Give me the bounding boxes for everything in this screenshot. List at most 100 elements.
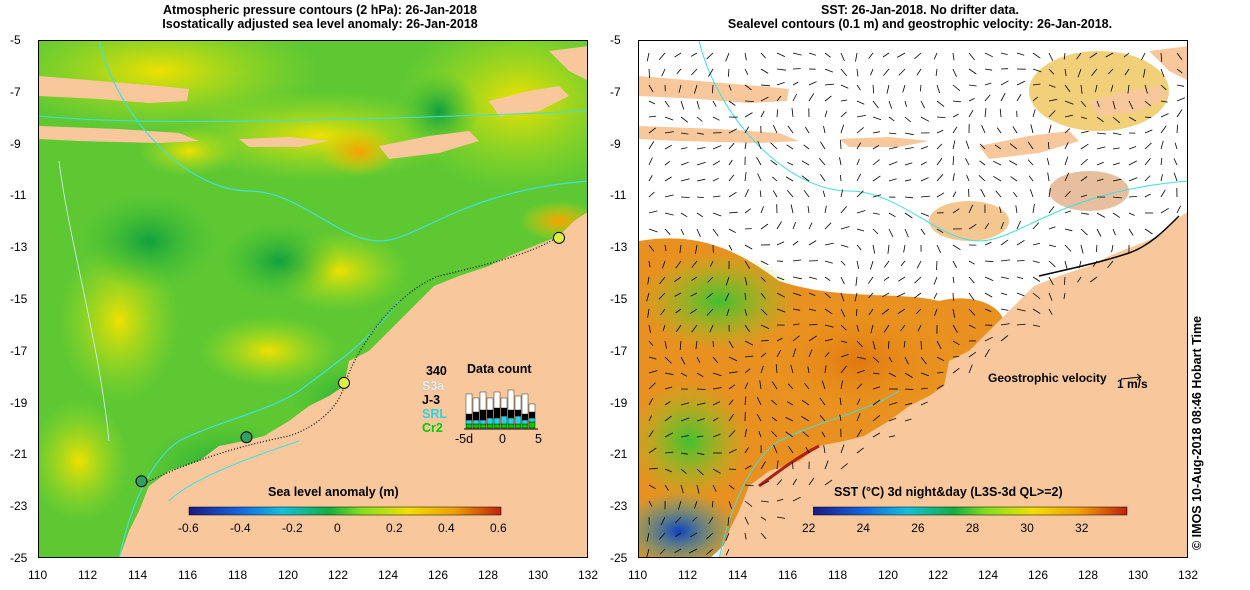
tide-gauge-marker[interactable] bbox=[338, 376, 350, 389]
velocity-arrow bbox=[696, 196, 704, 198]
velocity-arrow bbox=[994, 144, 1002, 150]
velocity-arrow bbox=[648, 127, 657, 134]
velocity-arrow bbox=[904, 388, 914, 390]
velocity-arrow bbox=[883, 276, 890, 281]
velocity-arrow bbox=[819, 174, 826, 182]
velocity-arrow bbox=[758, 431, 762, 438]
velocity-arrow bbox=[711, 500, 714, 508]
velocity-arrow bbox=[648, 430, 654, 438]
velocity-arrow bbox=[674, 52, 682, 58]
velocity-arrow bbox=[840, 226, 850, 230]
mission-label: Cr2 bbox=[422, 421, 443, 435]
velocity-arrow bbox=[696, 147, 706, 150]
velocity-arrow bbox=[744, 260, 751, 269]
velocity-arrow bbox=[690, 292, 698, 297]
velocity-arrow bbox=[936, 157, 943, 166]
velocity-arrow bbox=[727, 516, 730, 526]
velocity-arrow bbox=[744, 172, 747, 182]
velocity-arrow bbox=[824, 308, 833, 315]
left-title-line1: Atmospheric pressure contours (2 hPa): 2… bbox=[163, 3, 477, 17]
velocity-arrow bbox=[952, 113, 959, 118]
velocity-arrow bbox=[1144, 129, 1153, 134]
histogram-bar bbox=[479, 419, 487, 425]
velocity-arrow bbox=[1174, 142, 1178, 150]
velocity-arrow bbox=[696, 132, 704, 135]
velocity-arrow bbox=[824, 242, 834, 246]
velocity-arrow bbox=[934, 308, 938, 317]
velocity-arrow bbox=[1064, 260, 1068, 270]
velocity-arrow bbox=[688, 548, 698, 554]
velocity-arrow bbox=[840, 244, 849, 248]
velocity-arrow bbox=[803, 189, 810, 198]
velocity-arrow bbox=[856, 356, 866, 360]
velocity-arrow bbox=[1144, 84, 1148, 94]
velocity-arrow bbox=[724, 292, 730, 302]
tide-gauge-marker[interactable] bbox=[135, 475, 148, 488]
velocity-arrow bbox=[1160, 84, 1167, 91]
velocity-arrow bbox=[776, 221, 782, 230]
velocity-arrow bbox=[920, 228, 926, 236]
velocity-arrow bbox=[979, 143, 986, 150]
tide-gauge-marker[interactable] bbox=[553, 231, 565, 244]
velocity-arrow bbox=[664, 244, 667, 252]
velocity-arrow bbox=[705, 292, 714, 299]
velocity-arrow bbox=[1032, 242, 1041, 246]
velocity-arrow bbox=[1027, 159, 1034, 166]
velocity-arrow bbox=[1032, 109, 1036, 118]
mission-label: J-3 bbox=[422, 393, 441, 407]
velocity-arrow bbox=[771, 416, 778, 422]
velocity-arrow bbox=[712, 145, 722, 150]
velocity-arrow bbox=[868, 52, 874, 59]
velocity-arrow bbox=[1064, 172, 1070, 182]
velocity-arrow bbox=[965, 140, 970, 150]
velocity-arrow bbox=[886, 84, 890, 94]
velocity-arrow bbox=[756, 157, 762, 166]
velocity-arrow bbox=[855, 52, 858, 62]
velocity-arrow bbox=[744, 484, 754, 487]
velocity-arrow bbox=[1029, 189, 1034, 198]
velocity-arrow bbox=[1080, 100, 1087, 108]
velocity-arrow bbox=[694, 500, 698, 509]
velocity-arrow bbox=[712, 84, 714, 94]
right-title-line2: Sealevel contours (0.1 m) and geostrophi… bbox=[727, 17, 1113, 31]
velocity-arrow bbox=[680, 178, 690, 182]
velocity-arrow bbox=[1000, 276, 1009, 279]
velocity-arrow bbox=[933, 52, 938, 60]
velocity-arrow bbox=[744, 500, 753, 507]
velocity-arrow bbox=[904, 116, 912, 123]
velocity-arrow bbox=[881, 308, 890, 315]
velocity-arrow bbox=[897, 308, 906, 315]
velocity-arrow bbox=[984, 276, 994, 281]
lon-tick-label: 118 bbox=[828, 568, 848, 582]
velocity-arrow bbox=[680, 417, 690, 422]
velocity-arrow bbox=[824, 479, 833, 486]
velocity-arrow bbox=[904, 179, 912, 182]
velocity-arrow bbox=[888, 372, 897, 377]
velocity-arrow bbox=[868, 292, 874, 299]
credit-text: © IMOS 10-Aug-2018 08:46 Hobart Time bbox=[1190, 315, 1204, 550]
velocity-arrow bbox=[659, 548, 666, 555]
velocity-arrow bbox=[744, 447, 749, 454]
velocity-arrow bbox=[712, 116, 720, 121]
velocity-arrow bbox=[696, 435, 704, 438]
velocity-arrow bbox=[1095, 244, 1098, 253]
velocity-arrow bbox=[1112, 116, 1121, 124]
velocity-arrow bbox=[1080, 130, 1089, 134]
velocity-arrow bbox=[808, 477, 815, 486]
velocity-arrow bbox=[936, 174, 944, 182]
right-title-line1: SST: 26-Jan-2018. No drifter data. bbox=[821, 3, 1019, 17]
velocity-arrow bbox=[771, 430, 778, 438]
velocity-arrow bbox=[1128, 196, 1137, 198]
velocity-arrow bbox=[760, 223, 769, 230]
velocity-arrow bbox=[819, 414, 826, 422]
velocity-arrow bbox=[839, 397, 842, 406]
velocity-arrow bbox=[696, 161, 706, 166]
sla-map-canvas bbox=[39, 41, 587, 557]
velocity-arrow bbox=[709, 260, 714, 267]
velocity-arrow bbox=[678, 84, 682, 93]
velocity-arrow bbox=[680, 212, 688, 218]
velocity-arrow bbox=[772, 124, 778, 134]
velocity-arrow bbox=[903, 340, 906, 348]
velocity-arrow bbox=[728, 174, 735, 182]
tide-gauge-marker[interactable] bbox=[240, 431, 253, 444]
